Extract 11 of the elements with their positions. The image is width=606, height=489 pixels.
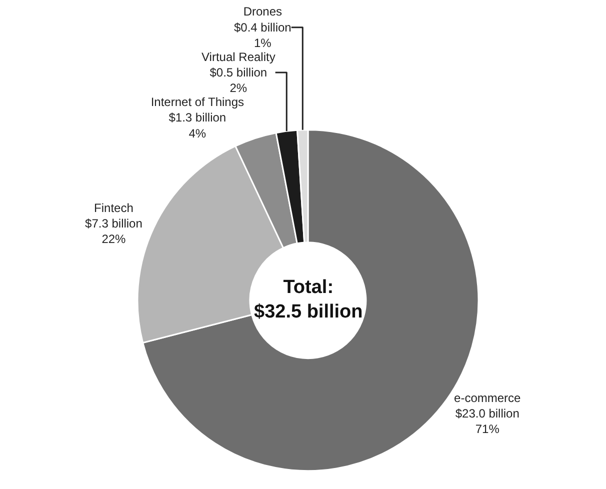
slice-label: Virtual Reality [202, 50, 276, 64]
slice-label: Internet of Things [150, 95, 244, 110]
slice-label: Drones [243, 4, 282, 19]
data-label: $7.3 billion 22% [85, 216, 142, 246]
data-label: $1.3 billion 4% [168, 110, 226, 140]
data-label: $0.5 billion 2% [210, 66, 268, 96]
data-label: $0.4 billion 1% [234, 20, 292, 50]
data-label: $23.0 billion 71% [455, 406, 520, 436]
slice-label: e-commerce [454, 390, 522, 405]
text: Total: $32.5 billion [254, 277, 363, 323]
slice-label: Fintech [94, 201, 134, 216]
